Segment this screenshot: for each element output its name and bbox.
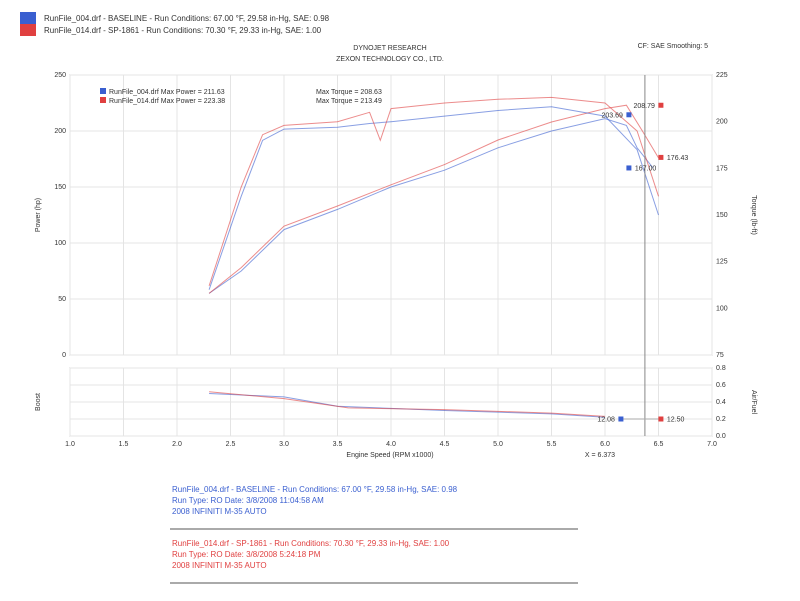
cursor-value-label: 203.69: [601, 112, 623, 119]
footer-run1-line3: 2008 INFINITI M-35 AUTO: [172, 507, 267, 516]
y2-tick-label: 225: [716, 72, 728, 79]
lower-y2-tick-label: 0.6: [716, 382, 726, 389]
chart-subtitle: ZEXON TECHNOLOGY CO., LTD.: [336, 56, 444, 63]
series-line-run2-torque: [208, 96, 659, 287]
y2-tick-label: 150: [716, 212, 728, 219]
cursor-marker-run1: [626, 112, 632, 118]
x-tick-label: 3.5: [333, 441, 343, 448]
y2-axis-label: Torque (lb-ft): [750, 195, 757, 235]
y-tick-label: 50: [58, 296, 66, 303]
x-tick-label: 7.0: [707, 441, 717, 448]
lower-cursor-value: 12.08: [597, 417, 615, 424]
lower-cursor-marker-run1: [618, 416, 624, 422]
divider: [170, 528, 578, 530]
legend-swatch-run1: [100, 88, 106, 94]
cursor-value-label: 176.43: [667, 155, 689, 162]
footer-run2-line2: Run Type: RO Date: 3/8/2008 5:24:18 PM: [172, 550, 321, 559]
footer: RunFile_004.drf - BASELINE - Run Conditi…: [170, 485, 578, 584]
legend: RunFile_004.drf Max Power = 211.63 RunFi…: [100, 88, 382, 105]
x-axis-label: Engine Speed (RPM x1000): [346, 452, 433, 459]
x-tick-label: 2.5: [226, 441, 236, 448]
x-tick-label: 6.0: [600, 441, 610, 448]
lower-cursor-marker-run2: [658, 416, 664, 422]
x-tick-label: 4.0: [386, 441, 396, 448]
y-tick-label: 150: [54, 184, 66, 191]
run2-swatch: [20, 24, 36, 36]
x-tick-label: 1.5: [119, 441, 129, 448]
series-line-run1-torque: [208, 106, 659, 290]
x-tick-label: 3.0: [279, 441, 289, 448]
chart-title: DYNOJET RESEARCH: [353, 45, 426, 52]
legend-run1-torque: Max Torque = 208.63: [316, 89, 382, 96]
x-tick-label: 5.5: [547, 441, 557, 448]
legend-run2: RunFile_014.drf Max Power = 223.38: [109, 98, 225, 105]
x-tick-label: 4.5: [440, 441, 450, 448]
lower-cursor-value: 12.50: [667, 417, 685, 424]
settings-text: CF: SAE Smoothing: 5: [638, 43, 709, 50]
x-tick-label: 2.0: [172, 441, 182, 448]
footer-run1-line2: Run Type: RO Date: 3/8/2008 11:04:58 AM: [172, 496, 324, 505]
legend-run2-torque: Max Torque = 213.49: [316, 98, 382, 105]
header-run1: RunFile_004.drf - BASELINE - Run Conditi…: [44, 14, 330, 23]
x-tick-label: 1.0: [65, 441, 75, 448]
footer-run2-line3: 2008 INFINITI M-35 AUTO: [172, 561, 267, 570]
y2-tick-label: 125: [716, 259, 728, 266]
y-tick-label: 250: [54, 72, 66, 79]
lower-y2-tick-label: 0.8: [716, 365, 726, 372]
cursor-marker-run1: [626, 165, 632, 171]
y-tick-label: 100: [54, 240, 66, 247]
series-line-run2-power: [208, 104, 659, 294]
header-run2: RunFile_014.drf - SP-1861 - Run Conditio…: [44, 26, 322, 35]
cursor-marker-run2: [658, 102, 664, 108]
y-tick-label: 200: [54, 128, 66, 135]
lower-y2-axis-label: Air/Fuel: [750, 390, 757, 415]
y2-tick-label: 200: [716, 119, 728, 126]
y2-tick-label: 100: [716, 305, 728, 312]
legend-swatch-run2: [100, 97, 106, 103]
y-axis-label: Power (hp): [35, 198, 42, 232]
cursor-value-label: 208.79: [633, 103, 655, 110]
y2-tick-label: 75: [716, 352, 724, 359]
run1-swatch: [20, 12, 36, 24]
lower-y-axis-label: Boost: [35, 393, 42, 411]
legend-run1: RunFile_004.drf Max Power = 211.63: [109, 89, 225, 96]
x-tick-label: 5.0: [493, 441, 503, 448]
cursor-marker-run2: [658, 154, 664, 160]
lower-y2-tick-label: 0.4: [716, 399, 726, 406]
cursor-label: X = 6.373: [585, 452, 615, 459]
series-line-run1-power: [208, 118, 654, 294]
y2-tick-label: 175: [716, 165, 728, 172]
divider: [170, 582, 578, 584]
footer-run1-line1: RunFile_004.drf - BASELINE - Run Conditi…: [172, 485, 458, 494]
x-tick-label: 6.5: [654, 441, 664, 448]
lower-series-run2: [209, 391, 606, 417]
lower-y2-tick-label: 0.0: [716, 433, 726, 440]
cursor-value-label: 167.00: [635, 165, 657, 172]
y-tick-label: 0: [62, 352, 66, 359]
footer-run2-line1: RunFile_014.drf - SP-1861 - Run Conditio…: [172, 539, 450, 548]
lower-y2-tick-label: 0.2: [716, 416, 726, 423]
